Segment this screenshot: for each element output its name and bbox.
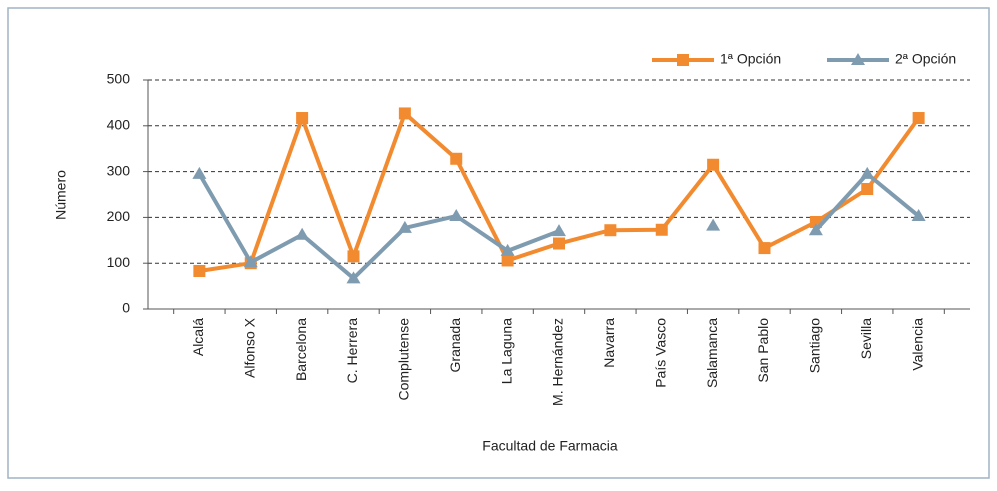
y-tick-label: 300	[107, 162, 131, 178]
marker	[655, 223, 668, 236]
y-tick-label: 100	[107, 254, 131, 270]
marker	[347, 250, 360, 263]
x-tick-label: San Pablo	[755, 318, 771, 383]
marker	[706, 218, 721, 231]
marker	[860, 166, 875, 179]
y-tick-label: 200	[107, 208, 131, 224]
marker	[192, 166, 207, 179]
marker	[397, 220, 412, 233]
x-tick-label: Santiago	[807, 318, 823, 373]
y-axis-title: Número	[53, 170, 69, 220]
x-tick-label: Sevilla	[858, 318, 874, 359]
marker	[501, 254, 514, 267]
x-tick-label: M. Hernández	[550, 318, 566, 406]
marker	[758, 242, 771, 255]
marker	[243, 255, 258, 268]
marker	[677, 54, 689, 66]
marker	[707, 158, 720, 171]
marker	[861, 183, 874, 196]
x-tick-label: Navarra	[601, 318, 617, 368]
marker	[851, 53, 865, 65]
legend-label: 2ª Opción	[895, 51, 956, 67]
marker	[911, 209, 926, 222]
y-tick-label: 400	[107, 117, 131, 133]
x-tick-label: País Vasco	[652, 318, 668, 388]
x-tick-label: Alfonso X	[241, 317, 257, 378]
marker	[553, 237, 565, 250]
marker	[398, 107, 411, 120]
marker	[912, 112, 925, 125]
marker	[500, 243, 515, 256]
x-tick-label: Granada	[447, 318, 463, 373]
marker	[808, 223, 823, 236]
x-tick-label: Barcelona	[293, 318, 309, 381]
x-tick-label: C. Herrera	[344, 318, 360, 384]
marker	[552, 224, 566, 237]
x-tick-label: Alcalá	[190, 318, 206, 356]
x-tick-label: Valencia	[909, 318, 925, 371]
marker	[450, 152, 463, 165]
marker	[604, 224, 617, 237]
marker	[296, 112, 309, 125]
legend-label: 1ª Opción	[720, 51, 781, 67]
x-tick-label: Complutense	[396, 318, 412, 401]
marker	[449, 209, 464, 222]
x-tick-label: La Laguna	[498, 318, 514, 384]
x-tick-label: Salamanca	[704, 318, 720, 388]
x-axis-title: Facultad de Farmacia	[482, 438, 618, 454]
y-tick-label: 0	[122, 300, 130, 316]
marker	[295, 227, 310, 240]
marker	[346, 271, 361, 284]
marker	[193, 264, 206, 277]
y-tick-label: 500	[107, 71, 131, 87]
